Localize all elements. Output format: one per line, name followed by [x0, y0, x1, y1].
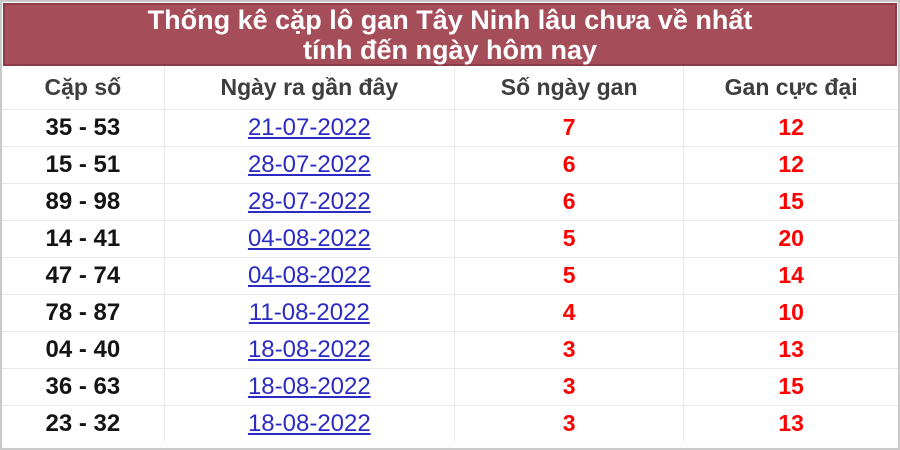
gan-days-cell: 6 [453, 183, 684, 221]
pair-cell: 35 - 53 [2, 109, 165, 147]
page-title-line2: tính đến ngày hôm nay [302, 34, 598, 65]
date-link[interactable]: 18-08-2022 [247, 372, 371, 400]
table-row: 47 - 74 04-08-2022 5 14 [2, 257, 898, 295]
pair-cell: 47 - 74 [2, 257, 165, 295]
gan-days-cell: 5 [453, 220, 684, 258]
pair-cell: 78 - 87 [2, 294, 165, 332]
max-gan-cell: 10 [683, 294, 898, 332]
pair-cell: 15 - 51 [2, 146, 165, 184]
table-row: 35 - 53 21-07-2022 7 12 [2, 109, 898, 147]
max-gan-cell: 12 [683, 146, 898, 184]
table-row: 14 - 41 04-08-2022 5 20 [2, 220, 898, 258]
date-link[interactable]: 28-07-2022 [247, 150, 371, 178]
date-link[interactable]: 28-07-2022 [247, 187, 371, 215]
table-row: 04 - 40 18-08-2022 3 13 [2, 331, 898, 369]
gan-days-cell: 3 [453, 405, 684, 442]
column-header-max-gan: Gan cực đại [683, 66, 898, 110]
pair-cell: 14 - 41 [2, 220, 165, 258]
column-header-pair: Cặp số [2, 66, 165, 110]
table-row: 15 - 51 28-07-2022 6 12 [2, 146, 898, 184]
date-link[interactable]: 18-08-2022 [247, 409, 371, 437]
date-link[interactable]: 21-07-2022 [247, 113, 371, 141]
gan-days-cell: 6 [453, 146, 684, 184]
header-row: Cặp số Ngày ra gần đây Số ngày gan Gan c… [2, 66, 898, 110]
max-gan-cell: 12 [683, 109, 898, 147]
gan-days-cell: 7 [453, 109, 684, 147]
gan-days-cell: 5 [453, 257, 684, 295]
table-row: 78 - 87 11-08-2022 4 10 [2, 294, 898, 332]
max-gan-cell: 20 [683, 220, 898, 258]
pair-cell: 04 - 40 [2, 331, 165, 369]
gan-stats-table: Cặp số Ngày ra gần đây Số ngày gan Gan c… [2, 66, 898, 442]
gan-days-cell: 4 [453, 294, 684, 332]
table-row: 89 - 98 28-07-2022 6 15 [2, 183, 898, 221]
page-title: Thống kê cặp lô gan Tây Ninh lâu chưa về… [3, 3, 897, 66]
pair-cell: 23 - 32 [45, 409, 121, 437]
column-header-gan-days: Số ngày gan [453, 66, 684, 110]
pair-cell: 89 - 98 [2, 183, 165, 221]
gan-days-cell: 3 [453, 368, 684, 406]
pair-cell: 36 - 63 [2, 368, 165, 406]
table-row: 36 - 63 18-08-2022 3 15 [2, 368, 898, 406]
max-gan-cell: 15 [683, 368, 898, 406]
gan-days-cell: 3 [453, 331, 684, 369]
max-gan-cell: 14 [683, 257, 898, 295]
date-link[interactable]: 18-08-2022 [247, 335, 371, 363]
max-gan-cell: 15 [683, 183, 898, 221]
max-gan-cell: 13 [683, 405, 898, 442]
page-title-line1: Thống kê cặp lô gan Tây Ninh lâu chưa về… [147, 4, 753, 35]
max-gan-cell: 13 [683, 331, 898, 369]
column-header-last-date: Ngày ra gần đây [163, 66, 455, 110]
table-row: 23 - 32 18-08-2022 3 13 [2, 405, 898, 442]
date-link[interactable]: 04-08-2022 [247, 224, 371, 252]
date-link[interactable]: 04-08-2022 [247, 261, 371, 289]
date-link[interactable]: 11-08-2022 [248, 298, 370, 326]
